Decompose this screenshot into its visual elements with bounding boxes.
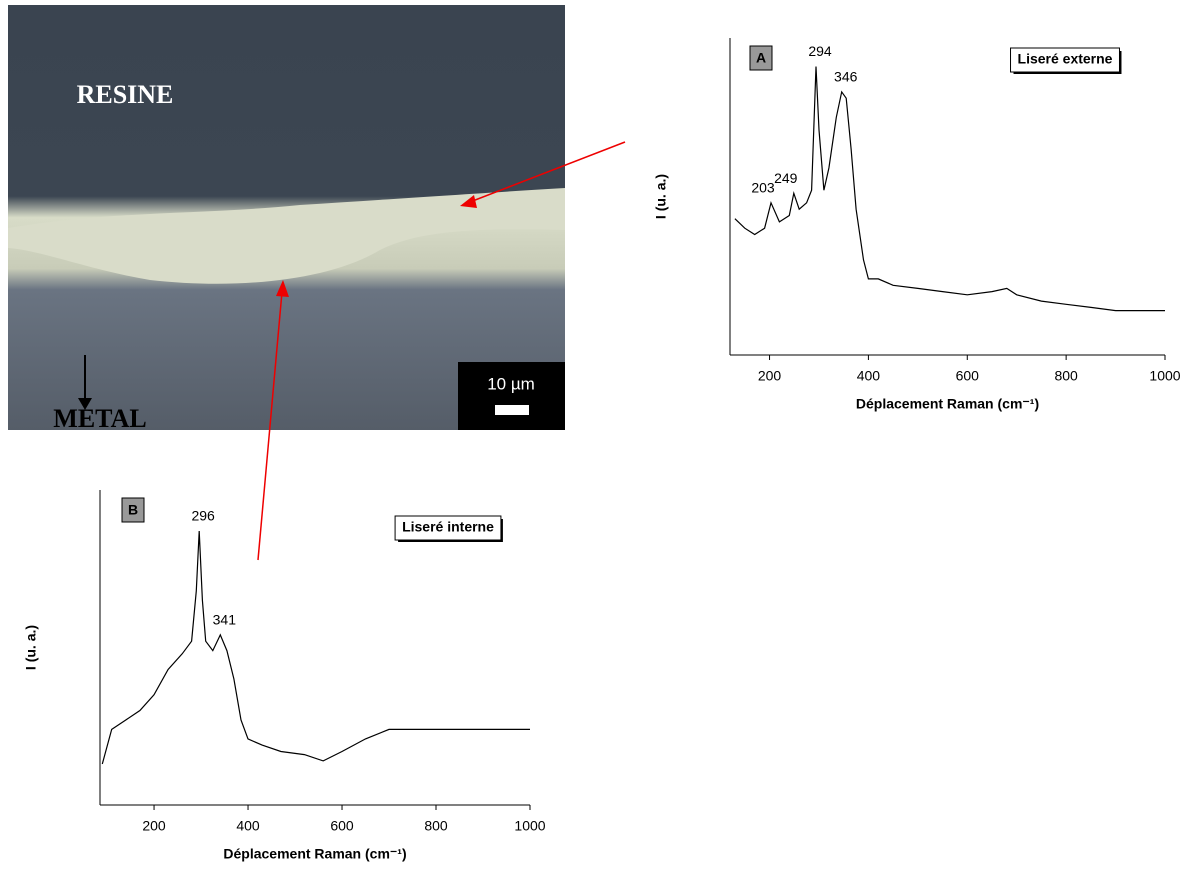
spectrum-line [101, 530, 530, 765]
spectrum-line [734, 66, 1165, 312]
box-label: Liseré externe [1018, 51, 1113, 67]
arrow-b-head [276, 280, 289, 297]
metal-label: METAL [53, 404, 146, 433]
x-tick-label: 400 [857, 368, 881, 384]
panel-label: B [128, 502, 138, 518]
peak-label: 294 [808, 43, 832, 59]
arrows [257, 141, 626, 561]
resine-label: RESINE [77, 80, 174, 109]
peak-label: 296 [191, 508, 215, 524]
metal-arrow-head [78, 398, 92, 410]
arrow-b [257, 291, 283, 561]
x-tick-label: 800 [1054, 368, 1078, 384]
arrow-a [469, 141, 626, 203]
panel-box [749, 45, 773, 71]
peak-label: 249 [774, 170, 798, 186]
peak-label: 346 [834, 69, 858, 85]
peak-label: 203 [751, 180, 775, 196]
arrow-a-head [460, 195, 477, 208]
scale-bar [495, 405, 529, 415]
x-tick-label: 400 [236, 818, 260, 834]
box-label-shadow [1013, 51, 1122, 74]
x-axis-title: Déplacement Raman (cm⁻¹) [223, 846, 406, 862]
x-tick-label: 200 [142, 818, 166, 834]
x-tick-label: 200 [758, 368, 782, 384]
box-label-shadow [398, 519, 503, 542]
y-axis-title: I (u. a.) [23, 625, 39, 670]
x-axis-title: Déplacement Raman (cm⁻¹) [856, 396, 1039, 412]
box-label: Liseré interne [402, 519, 494, 535]
micrograph: RESINE 10 µm METAL [8, 5, 565, 433]
panel-box [121, 497, 145, 523]
y-axis-title: I (u. a.) [653, 174, 669, 219]
panel-label: A [756, 50, 766, 66]
scale-label: 10 µm [487, 374, 535, 393]
oxide-layer [8, 188, 565, 284]
x-tick-label: 600 [330, 818, 354, 834]
x-tick-label: 1000 [1149, 368, 1180, 384]
x-tick-label: 800 [424, 818, 448, 834]
peak-label: 341 [213, 612, 237, 628]
scale-box [458, 362, 565, 430]
x-tick-label: 1000 [514, 818, 545, 834]
x-tick-label: 600 [956, 368, 980, 384]
